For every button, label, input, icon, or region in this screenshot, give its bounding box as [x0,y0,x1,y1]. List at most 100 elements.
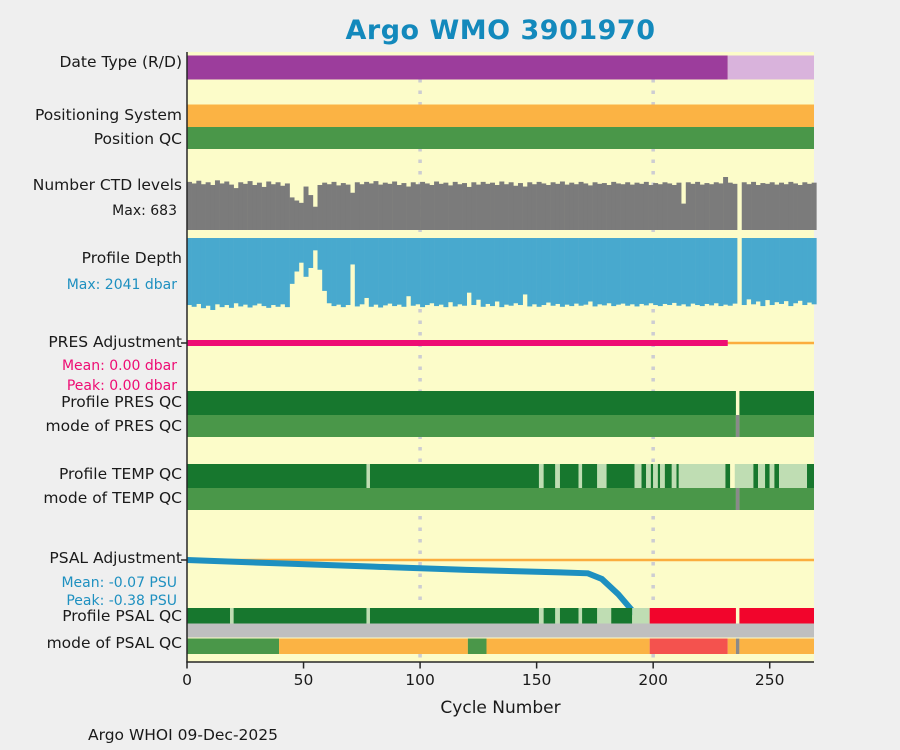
bar [653,183,659,230]
bar [200,238,206,309]
segment [366,464,370,488]
adjustment-polyline [186,557,654,635]
bar [685,182,691,230]
bar [294,200,300,230]
bar [769,182,775,230]
x-tick-label: 150 [521,671,552,689]
bar [275,238,281,307]
bar [275,182,281,230]
bar [699,238,705,307]
bar [270,184,276,230]
bar [210,238,216,310]
bar [681,238,687,305]
bar [191,183,197,230]
bar [350,238,356,265]
bar [727,182,733,230]
bar [746,184,752,230]
segment [765,464,770,488]
bar [755,184,761,230]
bar [322,238,328,291]
bar [643,181,649,230]
bar [312,238,318,251]
segment [606,464,635,488]
bar [751,181,757,230]
bar [713,182,719,230]
bar [336,238,342,305]
bar [653,238,659,306]
bar [490,182,495,230]
bar [205,238,211,306]
bar [746,238,752,300]
x-tick-label: 0 [182,671,192,689]
bar [718,183,724,230]
segment [649,608,736,624]
bar [410,182,416,230]
bar [233,238,239,304]
bar [424,183,430,230]
bar [601,238,607,306]
bar [196,238,202,304]
bar [322,182,328,230]
bar [420,181,426,230]
bar [205,182,211,230]
psal-adjustment-line [186,557,814,635]
segment [187,415,736,437]
bar [793,238,798,304]
bar [704,238,710,304]
segment [538,464,544,488]
bar [438,183,444,230]
bar [513,185,519,230]
bar [611,238,617,307]
bar [601,183,607,230]
segment [649,638,728,654]
bar [284,183,290,230]
profile-temp-qc-band [187,464,814,488]
profile-depth-bars [187,238,817,310]
segment [676,464,679,488]
bar [536,181,542,230]
bar [517,238,523,306]
segment [187,55,728,80]
bar [326,184,332,230]
bar [587,185,593,230]
bar [261,238,267,307]
segment [671,464,677,488]
bar [368,238,374,307]
bar [270,238,276,306]
segment [735,415,740,437]
profile-pres-qc-band [187,391,814,415]
bar [774,184,780,230]
segment [739,488,814,510]
bar [709,184,715,230]
bar [350,192,356,230]
bar [331,238,337,307]
bar [807,183,812,230]
bar [308,238,314,268]
bar [723,238,729,305]
bar [494,184,500,230]
bar [508,182,514,230]
segment [735,488,740,510]
segment [650,464,654,488]
bar [559,238,565,307]
bar [657,184,663,230]
date-type-band [187,55,814,80]
bar [615,183,621,230]
bar [741,238,747,306]
stat-label: Mean: -0.07 PSU [61,575,177,591]
bar [256,182,262,230]
bar [457,184,463,230]
bar [187,181,192,230]
bar [266,181,272,230]
bar [485,183,491,230]
bar [811,182,817,230]
chart-canvas [181,52,817,669]
bar [527,238,533,307]
segment [611,608,633,624]
row-label: Position QC [93,130,182,148]
segment [543,608,556,624]
bar [811,238,817,305]
bar [513,238,519,304]
bar [578,181,584,230]
bar [667,183,673,230]
